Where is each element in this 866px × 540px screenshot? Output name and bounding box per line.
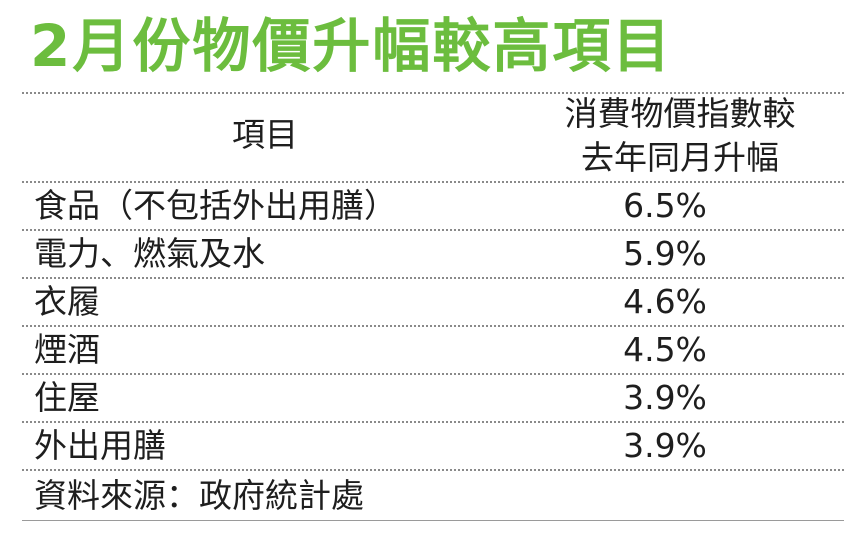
row-dotted-rule — [22, 421, 844, 423]
row-label: 煙酒 — [34, 330, 100, 369]
row-dotted-rule — [22, 373, 844, 375]
source-note: 資料來源：政府統計處 — [34, 476, 364, 515]
row-dotted-rule — [22, 469, 844, 471]
row-dotted-rule — [22, 229, 844, 231]
row-dotted-rule — [22, 325, 844, 327]
row-value: 4.6% — [623, 282, 707, 321]
row-dotted-rule — [22, 277, 844, 279]
top-dotted-rule — [22, 92, 844, 94]
row-label: 外出用膳 — [34, 426, 166, 465]
bottom-rule — [22, 520, 844, 521]
row-label: 電力、燃氣及水 — [34, 234, 265, 273]
row-label: 住屋 — [34, 378, 100, 417]
column-header-value-line2: 去年同月升幅 — [581, 138, 779, 177]
header-dotted-rule — [22, 181, 844, 183]
row-value: 3.9% — [623, 378, 707, 417]
row-value: 5.9% — [623, 234, 707, 273]
table-title: 2月份物價升幅較高項目 — [30, 12, 673, 80]
column-header-item: 項目 — [232, 115, 298, 154]
row-value: 6.5% — [623, 186, 707, 225]
row-label: 衣履 — [34, 282, 100, 321]
row-label: 食品（不包括外出用膳） — [34, 186, 397, 225]
row-value: 3.9% — [623, 426, 707, 465]
row-value: 4.5% — [623, 330, 707, 369]
column-header-value-line1: 消費物價指數較 — [564, 94, 796, 133]
column-header-value: 消費物價指數較 去年同月升幅 — [540, 92, 820, 180]
